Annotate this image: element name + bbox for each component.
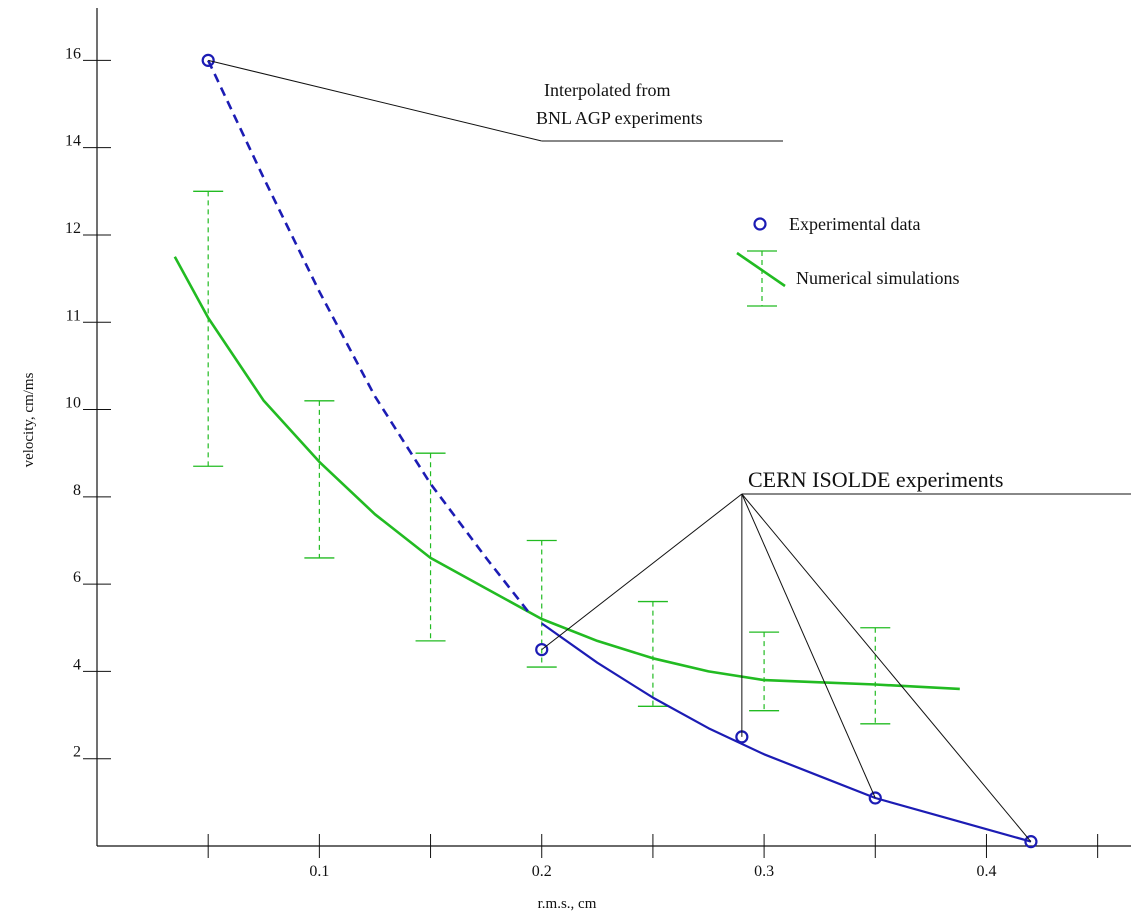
legend-marker-experimental bbox=[753, 217, 767, 231]
error-bars bbox=[193, 190, 891, 725]
y-axis-ticks: 2 4 6 8 10 11 12 14 16 bbox=[65, 45, 111, 761]
y-tick-label: 14 bbox=[65, 133, 81, 150]
x-tick-label: 0.1 bbox=[309, 863, 329, 880]
annotations: Interpolated from BNL AGP experiments CERN… bbox=[208, 59, 1131, 842]
annotation-leader bbox=[741, 493, 876, 799]
annotation-leader bbox=[208, 59, 542, 142]
data-points bbox=[201, 53, 1038, 849]
experimental-point bbox=[868, 791, 882, 805]
legend: Experimental data Numerical simulations bbox=[736, 214, 959, 307]
x-axis-label: r.m.s., cm bbox=[538, 896, 597, 912]
y-tick-label: 8 bbox=[73, 482, 81, 499]
x-tick-label: 0.2 bbox=[532, 863, 552, 880]
x-tick-label: 0.4 bbox=[976, 863, 996, 880]
legend-label-simulation: Numerical simulations bbox=[796, 268, 959, 288]
series-line bbox=[173, 256, 960, 691]
experimental-point bbox=[1024, 835, 1038, 849]
y-tick-label: 4 bbox=[73, 656, 81, 673]
annotation-bnl-text: BNL AGP experiments bbox=[536, 108, 703, 128]
y-tick-label: 16 bbox=[65, 45, 81, 62]
experimental-point bbox=[201, 53, 215, 67]
y-axis-label: velocity, cm/ms bbox=[21, 372, 37, 467]
legend-marker-simulation-line bbox=[736, 251, 786, 288]
annotation-leader bbox=[741, 493, 1032, 842]
y-tick-label: 12 bbox=[65, 220, 81, 237]
y-tick-label: 6 bbox=[73, 569, 81, 586]
annotation-leader bbox=[541, 493, 743, 650]
series-lines bbox=[173, 59, 1032, 843]
y-tick-label: 10 bbox=[65, 395, 81, 412]
series-line bbox=[541, 622, 1032, 843]
series-line bbox=[207, 59, 532, 616]
x-axis-ticks: 0.1 0.2 0.3 0.4 bbox=[207, 834, 1099, 880]
experimental-point bbox=[535, 642, 549, 657]
x-tick-label: 0.3 bbox=[754, 863, 774, 880]
annotation-bnl-text: Interpolated from bbox=[544, 80, 670, 100]
axes bbox=[96, 8, 1131, 847]
y-tick-label: 11 bbox=[66, 307, 81, 324]
y-tick-label: 2 bbox=[73, 744, 81, 761]
annotation-cern-text: CERN ISOLDE experiments bbox=[748, 467, 1003, 492]
legend-label-experimental: Experimental data bbox=[789, 214, 920, 234]
